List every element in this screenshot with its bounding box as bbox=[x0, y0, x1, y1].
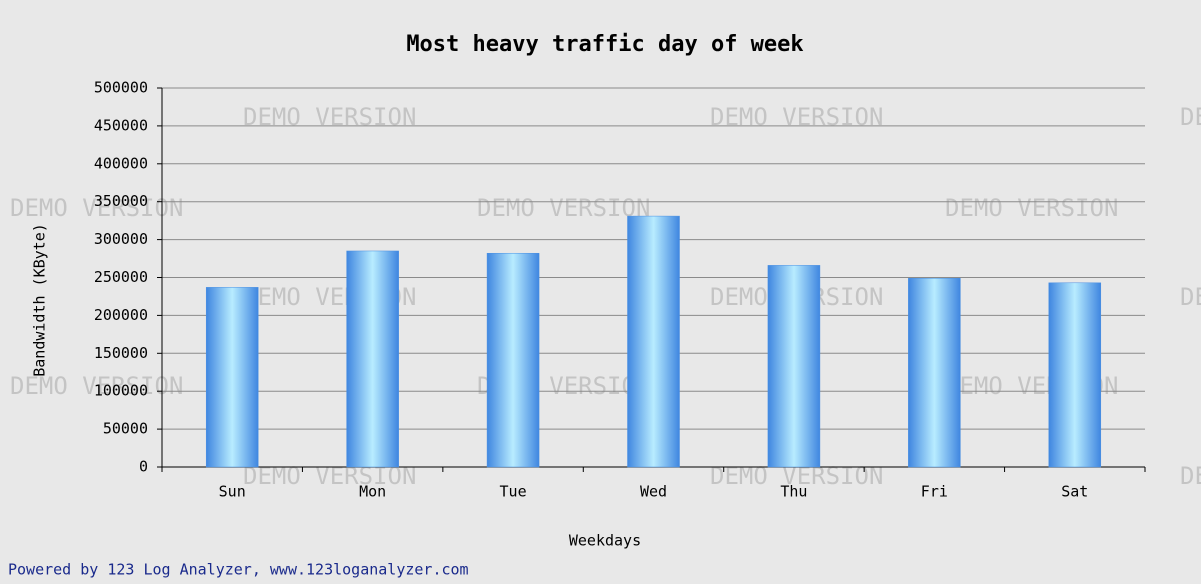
watermark: DEMO VERSION bbox=[1180, 103, 1201, 131]
x-tick-label: Thu bbox=[780, 483, 807, 501]
watermark: DEMO VERSION bbox=[477, 194, 650, 222]
watermark: DEMO VERSION bbox=[1180, 283, 1201, 311]
watermark: DEMO VERSION bbox=[1180, 462, 1201, 490]
y-tick-label: 500000 bbox=[94, 79, 148, 97]
x-tick-label: Fri bbox=[921, 483, 948, 501]
y-axis-label: Bandwidth (KByte) bbox=[31, 223, 49, 377]
y-tick-label: 100000 bbox=[94, 382, 148, 400]
watermark: DEMO VERSION bbox=[10, 372, 183, 400]
chart-title: Most heavy traffic day of week bbox=[406, 32, 803, 57]
bar bbox=[346, 250, 399, 468]
footer: Powered by 123 Log Analyzer, www.123loga… bbox=[8, 561, 469, 579]
y-tick-label: 400000 bbox=[94, 154, 148, 172]
y-tick-label: 250000 bbox=[94, 268, 148, 286]
watermark: DEMO VERSION bbox=[243, 103, 416, 131]
watermark: DEMO VERSION bbox=[710, 103, 883, 131]
bar bbox=[767, 265, 821, 468]
bar bbox=[205, 287, 259, 468]
y-tick-label: 450000 bbox=[94, 116, 148, 134]
x-tick-label: Wed bbox=[640, 483, 667, 501]
y-tick-label: 350000 bbox=[94, 192, 148, 210]
bar bbox=[486, 252, 540, 468]
x-tick-label: Sun bbox=[219, 483, 246, 501]
watermark: DEMO VERSION bbox=[945, 194, 1118, 222]
y-tick-label: 200000 bbox=[94, 306, 148, 324]
y-tick-label: 300000 bbox=[94, 230, 148, 248]
y-tick-label: 150000 bbox=[94, 344, 148, 362]
watermark: DEMO VERSION bbox=[10, 194, 183, 222]
bar bbox=[627, 215, 680, 468]
x-tick-label: Sat bbox=[1061, 483, 1088, 501]
bar bbox=[908, 278, 961, 468]
x-tick-label: Tue bbox=[500, 483, 527, 501]
x-axis-label: Weekdays bbox=[569, 532, 641, 550]
x-tick-label: Mon bbox=[359, 483, 386, 501]
y-tick-label: 50000 bbox=[103, 420, 148, 438]
bar bbox=[1048, 282, 1102, 468]
y-tick-label: 0 bbox=[139, 458, 148, 476]
